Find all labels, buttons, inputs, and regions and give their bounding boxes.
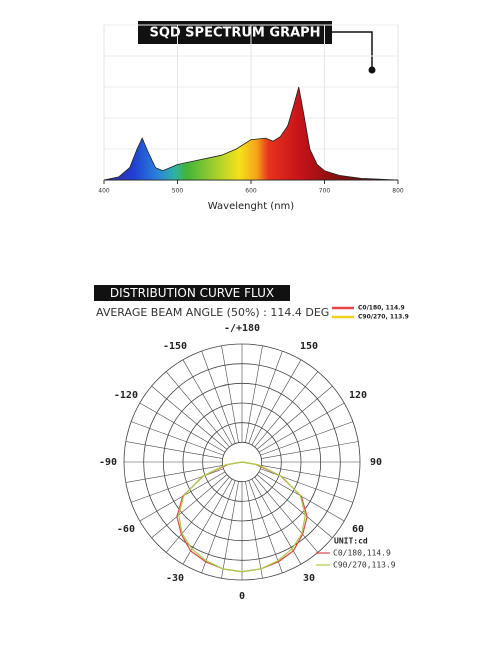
polar-spoke <box>125 465 223 483</box>
polar-spoke <box>221 345 239 443</box>
polar-spoke <box>182 359 233 446</box>
polar-spoke <box>248 351 283 444</box>
polar-spoke <box>201 351 236 444</box>
angle-tick-label: 150 <box>300 341 318 352</box>
title-box <box>138 21 332 44</box>
spectrum-chart: 400 500 600 700 800 Wavelenght (nm) <box>98 24 404 212</box>
polar-spoke <box>248 480 283 573</box>
angle-tick-label: 90 <box>370 457 382 468</box>
polar-spoke <box>261 441 359 459</box>
x-axis-label: Wavelenght (nm) <box>208 201 294 212</box>
x-tick-label: 700 <box>319 188 331 195</box>
polar-spoke <box>139 402 226 453</box>
polar-spoke <box>151 474 228 539</box>
callout-dot <box>368 66 376 74</box>
unit-label: UNIT:cd <box>334 537 368 546</box>
polar-spoke <box>165 476 230 553</box>
angle-tick-label: 60 <box>352 524 364 535</box>
title-box <box>94 285 290 301</box>
spectrum-area <box>103 86 399 181</box>
polar-curve <box>178 461 306 573</box>
angle-tick-label: -30 <box>166 573 184 584</box>
legend-label: C90/270, 113.9 <box>358 314 409 321</box>
polar-spoke <box>182 478 233 565</box>
polar-spoke <box>221 481 239 579</box>
polar-spoke <box>256 474 333 539</box>
angle-tick-label: 30 <box>303 573 315 584</box>
callout-line <box>332 31 373 70</box>
polar-spoke <box>258 402 345 453</box>
angle-tick-label: -60 <box>117 524 135 535</box>
angle-tick-label: -/+180 <box>224 323 260 334</box>
polar-chart: 0 30 60 90 120 150 -/+180 -150 -120 -90 -60 -30 C0/1… <box>99 305 409 603</box>
legend-label: C0/180,114.9 <box>333 549 391 558</box>
chart-title: DISTRIBUTION CURVE FLUX <box>110 286 274 300</box>
polar-spoke <box>151 385 228 450</box>
x-tick-label: 500 <box>172 188 184 195</box>
polar-spoke <box>201 480 236 573</box>
x-tick-label: 800 <box>392 188 404 195</box>
polar-spoke <box>245 345 263 443</box>
polar-spoke <box>260 421 353 456</box>
polar-spoke <box>251 359 302 446</box>
polar-spoke <box>254 476 319 553</box>
polar-spoke <box>251 478 302 565</box>
legend-label: C90/270,113.9 <box>333 561 396 570</box>
legend-label: C0/180, 114.9 <box>358 305 405 312</box>
polar-spoke <box>245 481 263 579</box>
polar-spoke <box>165 371 230 448</box>
angle-tick-label: -150 <box>163 341 187 352</box>
x-tick-label: 400 <box>98 188 110 195</box>
chart-title: SQD SPECTRUM GRAPH <box>149 26 320 41</box>
polar-spoke <box>125 441 223 459</box>
angle-tick-label: 0 <box>239 591 245 602</box>
polar-spoke <box>256 385 333 450</box>
polar-spoke <box>254 371 319 448</box>
angle-tick-label: -90 <box>99 457 117 468</box>
angle-tick-label: 120 <box>349 390 367 401</box>
angle-tick-label: -120 <box>114 390 138 401</box>
subtitle: AVERAGE BEAM ANGLE (50%) : 114.4 DEG <box>96 306 329 319</box>
polar-spoke <box>261 465 359 483</box>
x-tick-label: 600 <box>245 188 257 195</box>
polar-spoke <box>131 421 224 456</box>
